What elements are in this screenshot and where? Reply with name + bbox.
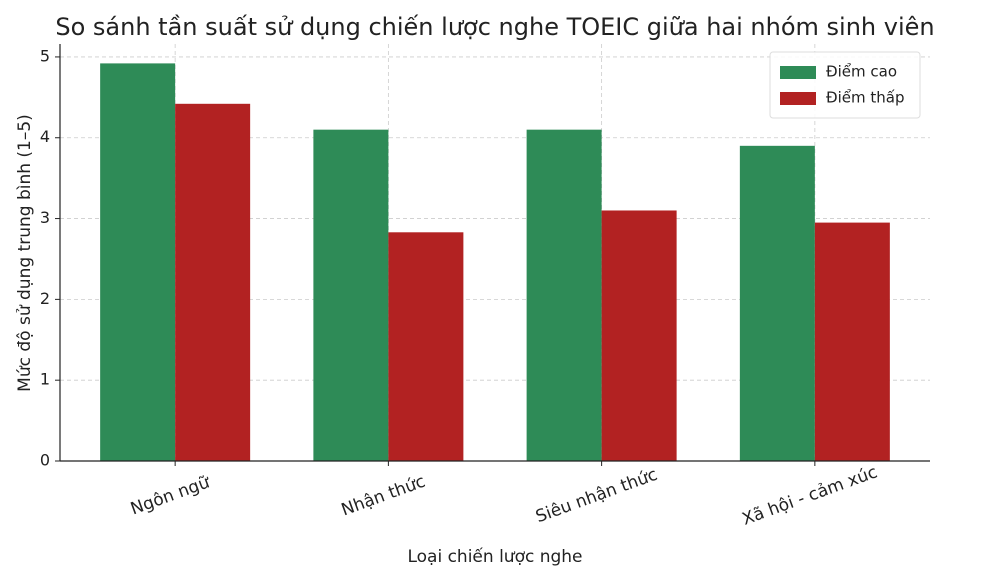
bar [601,210,677,461]
legend-swatch [780,66,816,79]
bar [739,145,815,462]
y-tick-label: 0 [40,451,50,470]
legend-label: Điểm cao [826,63,897,81]
x-tick-label: Siêu nhận thức [533,465,660,528]
x-tick-label: Xã hội - cảm xúc [740,462,880,529]
bar [313,129,389,462]
y-tick-label: 1 [40,370,50,389]
y-tick-label: 5 [40,46,50,65]
y-tick-label: 4 [40,127,50,146]
bar [388,232,464,461]
x-axis-label: Loại chiến lược nghe [407,546,582,567]
legend-label: Điểm thấp [826,89,905,107]
bar [100,63,176,461]
bar [175,103,251,462]
bar [526,129,602,462]
bar [814,222,890,461]
y-axis-label: Mức độ sử dụng trung bình (1–5) [15,114,35,392]
x-tick-label: Ngôn ngữ [128,472,213,519]
chart-title: So sánh tần suất sử dụng chiến lược nghe… [55,13,934,41]
legend-swatch [780,92,816,105]
y-tick-label: 2 [40,289,50,308]
y-tick-label: 3 [40,208,50,227]
x-tick-label: Nhận thức [339,472,428,521]
